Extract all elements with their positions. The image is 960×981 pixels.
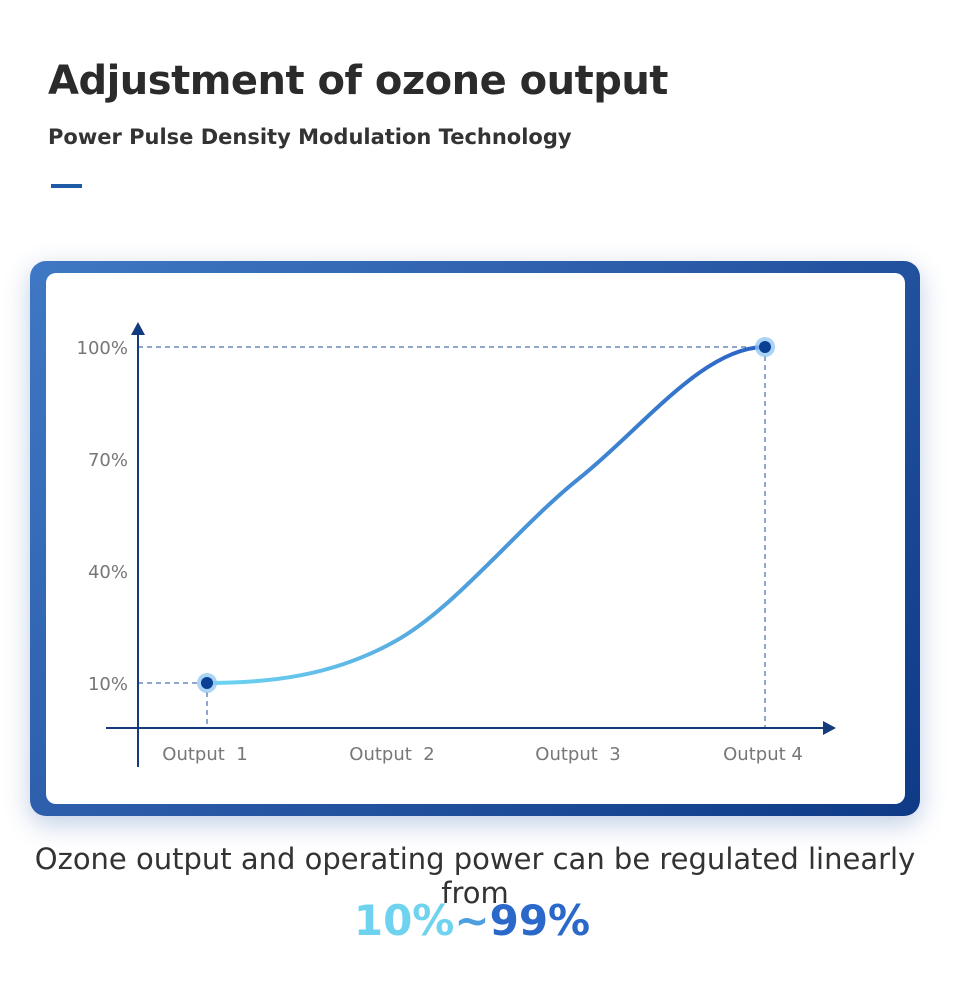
chart-frame <box>30 261 920 816</box>
page-subtitle: Power Pulse Density Modulation Technolog… <box>48 125 572 149</box>
range-to: 99% <box>489 896 591 945</box>
caption-text: Ozone output and operating power can be … <box>34 842 916 910</box>
page-title: Adjustment of ozone output <box>48 58 668 104</box>
range-separator: ~ <box>454 896 490 945</box>
chart-panel <box>46 273 905 804</box>
accent-bar <box>51 184 82 188</box>
range-from: 10% <box>353 896 455 945</box>
range-value: 10%~99% <box>0 896 944 945</box>
